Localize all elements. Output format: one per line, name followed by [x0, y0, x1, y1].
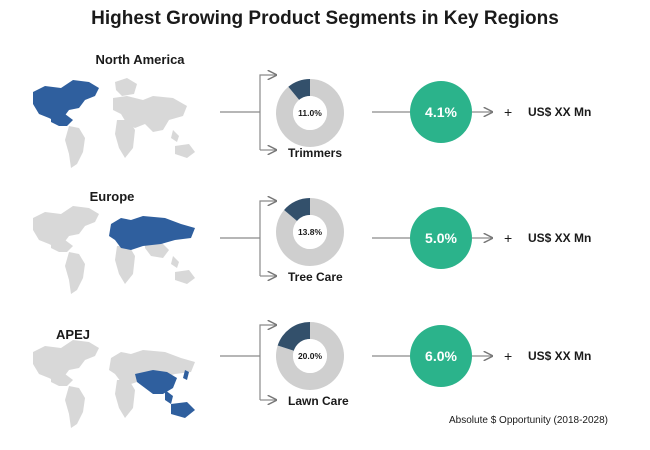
connector-bracket — [259, 325, 276, 400]
donut-hole — [293, 96, 327, 130]
donut-remainder-slice — [276, 322, 344, 390]
donut-chart: 20.0% — [276, 322, 344, 390]
donut-chart: 11.0% — [276, 79, 344, 147]
donut-chart: 13.8% — [276, 198, 344, 266]
plus-sign: + — [504, 348, 513, 364]
growth-badge: 5.0% — [410, 207, 472, 269]
plus-sign: + — [504, 230, 513, 246]
region-label: North America — [95, 52, 185, 67]
donut-remainder-slice — [276, 79, 344, 147]
page-title: Highest Growing Product Segments in Key … — [91, 8, 559, 29]
world-map-apej — [33, 340, 195, 428]
donut-segment-slice — [284, 198, 310, 222]
world-map-north-america — [33, 78, 195, 168]
donut-value-label: 20.0% — [298, 351, 323, 361]
donut-segment-slice — [288, 79, 310, 100]
connector-bracket — [259, 201, 276, 276]
growth-badge: 4.1% — [410, 81, 472, 143]
donut-hole — [293, 215, 327, 249]
segment-label: Trimmers — [288, 146, 343, 160]
donut-value-label: 13.8% — [298, 227, 323, 237]
world-map-europe — [33, 206, 195, 294]
donut-segment-slice — [277, 322, 310, 351]
connector-bracket — [259, 75, 276, 150]
donut-value-label: 11.0% — [298, 108, 322, 118]
opportunity-value: US$ XX Mn — [528, 349, 592, 363]
opportunity-value: US$ XX Mn — [528, 231, 592, 245]
opportunity-value: US$ XX Mn — [528, 105, 592, 119]
region-label: APEJ — [56, 327, 90, 342]
donut-hole — [293, 339, 327, 373]
plus-sign: + — [504, 104, 513, 120]
segment-label: Tree Care — [288, 270, 343, 284]
donut-remainder-slice — [276, 198, 344, 266]
footnote: Absolute $ Opportunity (2018-2028) — [449, 415, 608, 426]
segment-label: Lawn Care — [288, 394, 349, 408]
growth-badge: 6.0% — [410, 325, 472, 387]
region-label: Europe — [89, 189, 135, 204]
